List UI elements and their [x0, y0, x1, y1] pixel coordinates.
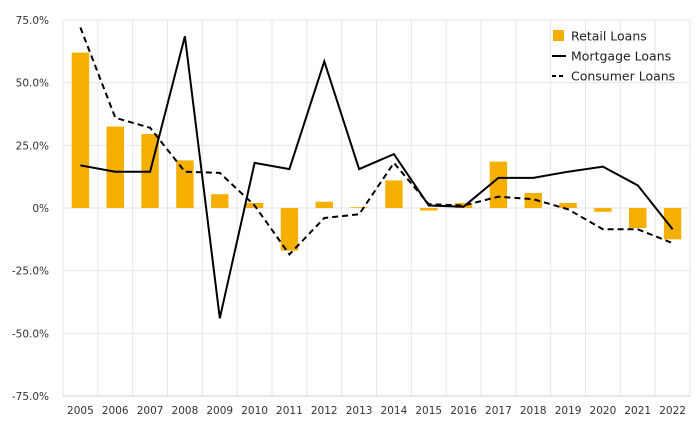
- x-tick-label: 2017: [485, 405, 512, 417]
- y-tick-label: -75.0%: [12, 391, 49, 403]
- x-tick-label: 2013: [346, 405, 373, 417]
- bar: [420, 208, 438, 211]
- x-tick-label: 2014: [381, 405, 408, 417]
- x-tick-label: 2011: [276, 405, 303, 417]
- y-tick-label: 50.0%: [16, 78, 49, 90]
- bar: [663, 208, 682, 240]
- x-tick-label: 2005: [67, 405, 94, 417]
- line-series-layer: [79, 27, 674, 319]
- legend-label: Consumer Loans: [571, 69, 675, 84]
- x-tick-label: 2018: [520, 405, 547, 417]
- legend-swatch-retail-loans: [553, 30, 564, 41]
- x-tick-label: 2016: [450, 405, 477, 417]
- x-tick-label: 2019: [555, 405, 582, 417]
- x-tick-label: 2010: [241, 405, 268, 417]
- y-tick-label: -50.0%: [12, 328, 49, 340]
- bar: [106, 126, 124, 208]
- legend: Retail Loans Mortgage Loans Consumer Loans: [552, 29, 675, 84]
- x-tick-label: 2015: [415, 405, 442, 417]
- y-tick-label: 75.0%: [16, 15, 49, 27]
- legend-label: Mortgage Loans: [571, 49, 671, 64]
- x-tick-label: 2006: [102, 405, 129, 417]
- x-tick-label: 2022: [659, 405, 686, 417]
- bar: [71, 52, 90, 208]
- y-tick-label: -25.0%: [12, 266, 49, 278]
- y-tick-label: 0%: [32, 203, 49, 215]
- line-consumer-loans: [79, 27, 673, 256]
- bar: [315, 201, 333, 208]
- bar: [594, 208, 612, 212]
- x-tick-label: 2007: [137, 405, 164, 417]
- bar: [350, 207, 368, 209]
- bar: [211, 194, 229, 208]
- line-mortgage-loans: [80, 36, 674, 319]
- bar: [176, 160, 194, 208]
- x-tick-label: 2008: [172, 405, 199, 417]
- bar: [489, 161, 508, 208]
- x-tick-label: 2009: [206, 405, 233, 417]
- bar: [559, 202, 577, 208]
- bar: [629, 208, 647, 229]
- bar: [524, 192, 542, 208]
- x-tick-label: 2020: [590, 405, 617, 417]
- bar: [385, 180, 403, 208]
- bar: [280, 208, 299, 251]
- x-tick-label: 2012: [311, 405, 338, 417]
- y-tick-label: 25.0%: [16, 140, 49, 152]
- x-tick-label: 2021: [624, 405, 651, 417]
- legend-label: Retail Loans: [571, 29, 647, 44]
- axis-layer: 75.0% 50.0% 25.0% 0% -25.0% -50.0% -75.0% 2005 2…: [12, 15, 690, 417]
